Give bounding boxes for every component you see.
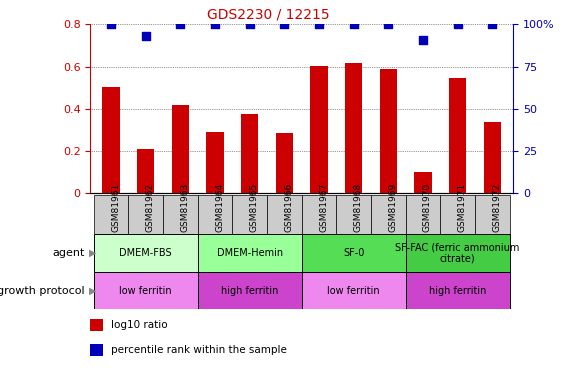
Point [453, 21, 462, 27]
Text: percentile rank within the sample: percentile rank within the sample [111, 345, 286, 355]
Point [349, 21, 359, 27]
Bar [406, 195, 440, 234]
Point [280, 21, 289, 27]
Bar [233, 195, 267, 234]
Bar [440, 195, 475, 234]
Text: GSM81969: GSM81969 [388, 183, 398, 232]
Bar [198, 234, 302, 272]
Title: GDS2230 / 12215: GDS2230 / 12215 [206, 8, 329, 22]
Point [245, 21, 254, 27]
Bar [206, 132, 224, 193]
Text: ▶: ▶ [89, 248, 97, 258]
Text: GSM81971: GSM81971 [458, 183, 466, 232]
Text: SF-0: SF-0 [343, 248, 364, 258]
Bar [94, 272, 198, 309]
Bar [163, 195, 198, 234]
Text: GSM81965: GSM81965 [250, 183, 259, 232]
Text: GSM81964: GSM81964 [215, 183, 224, 232]
Text: DMEM-Hemin: DMEM-Hemin [217, 248, 283, 258]
Point [384, 21, 393, 27]
Point [314, 21, 324, 27]
Point [418, 37, 427, 43]
Text: GSM81961: GSM81961 [111, 183, 120, 232]
Bar [172, 105, 189, 193]
Bar [90, 344, 103, 355]
Bar [310, 66, 328, 193]
Bar [94, 234, 198, 272]
Bar [94, 195, 128, 234]
Bar [336, 195, 371, 234]
Bar [302, 234, 406, 272]
Text: GSM81968: GSM81968 [354, 183, 363, 232]
Bar [198, 195, 233, 234]
Bar [380, 69, 397, 193]
Point [107, 21, 116, 27]
Text: growth protocol: growth protocol [0, 286, 85, 296]
Text: log10 ratio: log10 ratio [111, 320, 167, 330]
Point [176, 21, 185, 27]
Bar [371, 195, 406, 234]
Text: DMEM-FBS: DMEM-FBS [120, 248, 172, 258]
Text: GSM81967: GSM81967 [319, 183, 328, 232]
Text: agent: agent [52, 248, 85, 258]
Bar [345, 63, 362, 193]
Text: GSM81970: GSM81970 [423, 183, 432, 232]
Bar [406, 234, 510, 272]
Bar [406, 272, 510, 309]
Text: GSM81962: GSM81962 [146, 183, 155, 232]
Text: SF-FAC (ferric ammonium
citrate): SF-FAC (ferric ammonium citrate) [395, 242, 520, 264]
Text: low ferritin: low ferritin [120, 286, 172, 296]
Bar [267, 195, 302, 234]
Text: GSM81963: GSM81963 [181, 183, 189, 232]
Bar [483, 123, 501, 193]
Bar [198, 272, 302, 309]
Point [210, 21, 220, 27]
Text: high ferritin: high ferritin [221, 286, 279, 296]
Text: low ferritin: low ferritin [328, 286, 380, 296]
Bar [128, 195, 163, 234]
Bar [90, 320, 103, 331]
Bar [241, 114, 258, 193]
Bar [302, 272, 406, 309]
Text: ▶: ▶ [89, 286, 97, 296]
Bar [475, 195, 510, 234]
Bar [449, 78, 466, 193]
Point [141, 33, 150, 39]
Bar [137, 149, 154, 193]
Point [487, 21, 497, 27]
Bar [276, 133, 293, 193]
Bar [302, 195, 336, 234]
Bar [415, 172, 431, 193]
Bar [103, 87, 120, 193]
Text: GSM81966: GSM81966 [285, 183, 293, 232]
Text: GSM81972: GSM81972 [492, 183, 501, 232]
Text: high ferritin: high ferritin [429, 286, 486, 296]
